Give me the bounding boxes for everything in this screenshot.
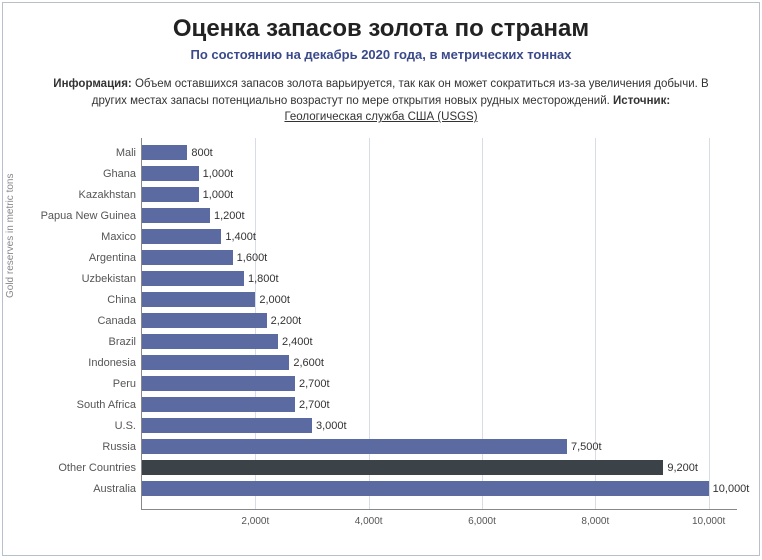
info-label: Информация: [53, 78, 131, 90]
bar-row: Papua New Guinea1,200t [142, 205, 737, 226]
bar: 2,000t [142, 292, 255, 307]
value-label: 2,000t [255, 294, 290, 306]
value-label: 9,200t [663, 462, 698, 474]
category-label: Ghana [103, 168, 142, 180]
bar: 1,000t [142, 166, 199, 181]
info-block: Информация: Объем оставшихся запасов зол… [41, 76, 721, 126]
bar-row: Ghana1,000t [142, 163, 737, 184]
bar: 1,400t [142, 229, 221, 244]
bar: 1,000t [142, 187, 199, 202]
x-tick-label: 10,000t [692, 516, 725, 527]
bar-row: Canada2,200t [142, 310, 737, 331]
x-tick-label: 6,000t [468, 516, 496, 527]
value-label: 7,500t [567, 441, 602, 453]
bar-row: Other Countries9,200t [142, 457, 737, 478]
source-label: Источник: [613, 95, 670, 107]
category-label: Maxico [101, 231, 142, 243]
category-label: Canada [97, 315, 142, 327]
category-label: Peru [113, 378, 142, 390]
value-label: 2,600t [289, 357, 324, 369]
bar-row: Russia7,500t [142, 436, 737, 457]
value-label: 1,400t [221, 231, 256, 243]
bar-row: Australia10,000t [142, 478, 737, 499]
chart-title: Оценка запасов золота по странам [13, 15, 749, 43]
source-link[interactable]: Геологическая служба США (USGS) [284, 111, 477, 123]
bar: 10,000t [142, 481, 709, 496]
bar-row: Kazakhstan1,000t [142, 184, 737, 205]
chart-area: Gold reserves in metric tons 2,000t4,000… [13, 138, 749, 538]
value-label: 1,000t [199, 168, 234, 180]
bar: 3,000t [142, 418, 312, 433]
category-label: Kazakhstan [79, 189, 142, 201]
category-label: China [107, 294, 142, 306]
plot: 2,000t4,000t6,000t8,000t10,000tMali800tG… [141, 138, 737, 510]
bar: 2,700t [142, 397, 295, 412]
value-label: 1,000t [199, 189, 234, 201]
x-tick-label: 4,000t [355, 516, 383, 527]
x-tick-label: 8,000t [581, 516, 609, 527]
bar-row: Indonesia2,600t [142, 352, 737, 373]
bar-row: China2,000t [142, 289, 737, 310]
category-label: Brazil [108, 336, 142, 348]
category-label: Argentina [89, 252, 142, 264]
bar-row: South Africa2,700t [142, 394, 737, 415]
category-label: Australia [93, 483, 142, 495]
bar: 2,600t [142, 355, 289, 370]
bar: 9,200t [142, 460, 663, 475]
bar: 1,600t [142, 250, 233, 265]
bar: 2,400t [142, 334, 278, 349]
bar: 2,200t [142, 313, 267, 328]
bar: 1,200t [142, 208, 210, 223]
value-label: 1,600t [233, 252, 268, 264]
bar: 2,700t [142, 376, 295, 391]
bar: 7,500t [142, 439, 567, 454]
value-label: 10,000t [709, 483, 750, 495]
x-tick-label: 2,000t [241, 516, 269, 527]
bars-region: 2,000t4,000t6,000t8,000t10,000tMali800tG… [141, 138, 737, 510]
value-label: 800t [187, 147, 212, 159]
category-label: Indonesia [88, 357, 142, 369]
bar-row: Peru2,700t [142, 373, 737, 394]
bar-row: Uzbekistan1,800t [142, 268, 737, 289]
bar-row: U.S.3,000t [142, 415, 737, 436]
category-label: Other Countries [58, 462, 142, 474]
value-label: 1,800t [244, 273, 279, 285]
bar-row: Argentina1,600t [142, 247, 737, 268]
value-label: 1,200t [210, 210, 245, 222]
category-label: Uzbekistan [82, 273, 142, 285]
category-label: South Africa [77, 399, 142, 411]
value-label: 2,200t [267, 315, 302, 327]
value-label: 2,400t [278, 336, 313, 348]
bar-row: Mali800t [142, 142, 737, 163]
bar: 1,800t [142, 271, 244, 286]
category-label: Papua New Guinea [41, 210, 142, 222]
category-label: U.S. [115, 420, 142, 432]
chart-card: Оценка запасов золота по странам По сост… [2, 2, 760, 556]
category-label: Mali [116, 147, 142, 159]
value-label: 3,000t [312, 420, 347, 432]
bar: 800t [142, 145, 187, 160]
category-label: Russia [102, 441, 142, 453]
bar-row: Maxico1,400t [142, 226, 737, 247]
bar-row: Brazil2,400t [142, 331, 737, 352]
chart-subtitle: По состоянию на декабрь 2020 года, в мет… [13, 47, 749, 62]
value-label: 2,700t [295, 378, 330, 390]
y-axis-title: Gold reserves in metric tons [5, 174, 16, 299]
value-label: 2,700t [295, 399, 330, 411]
